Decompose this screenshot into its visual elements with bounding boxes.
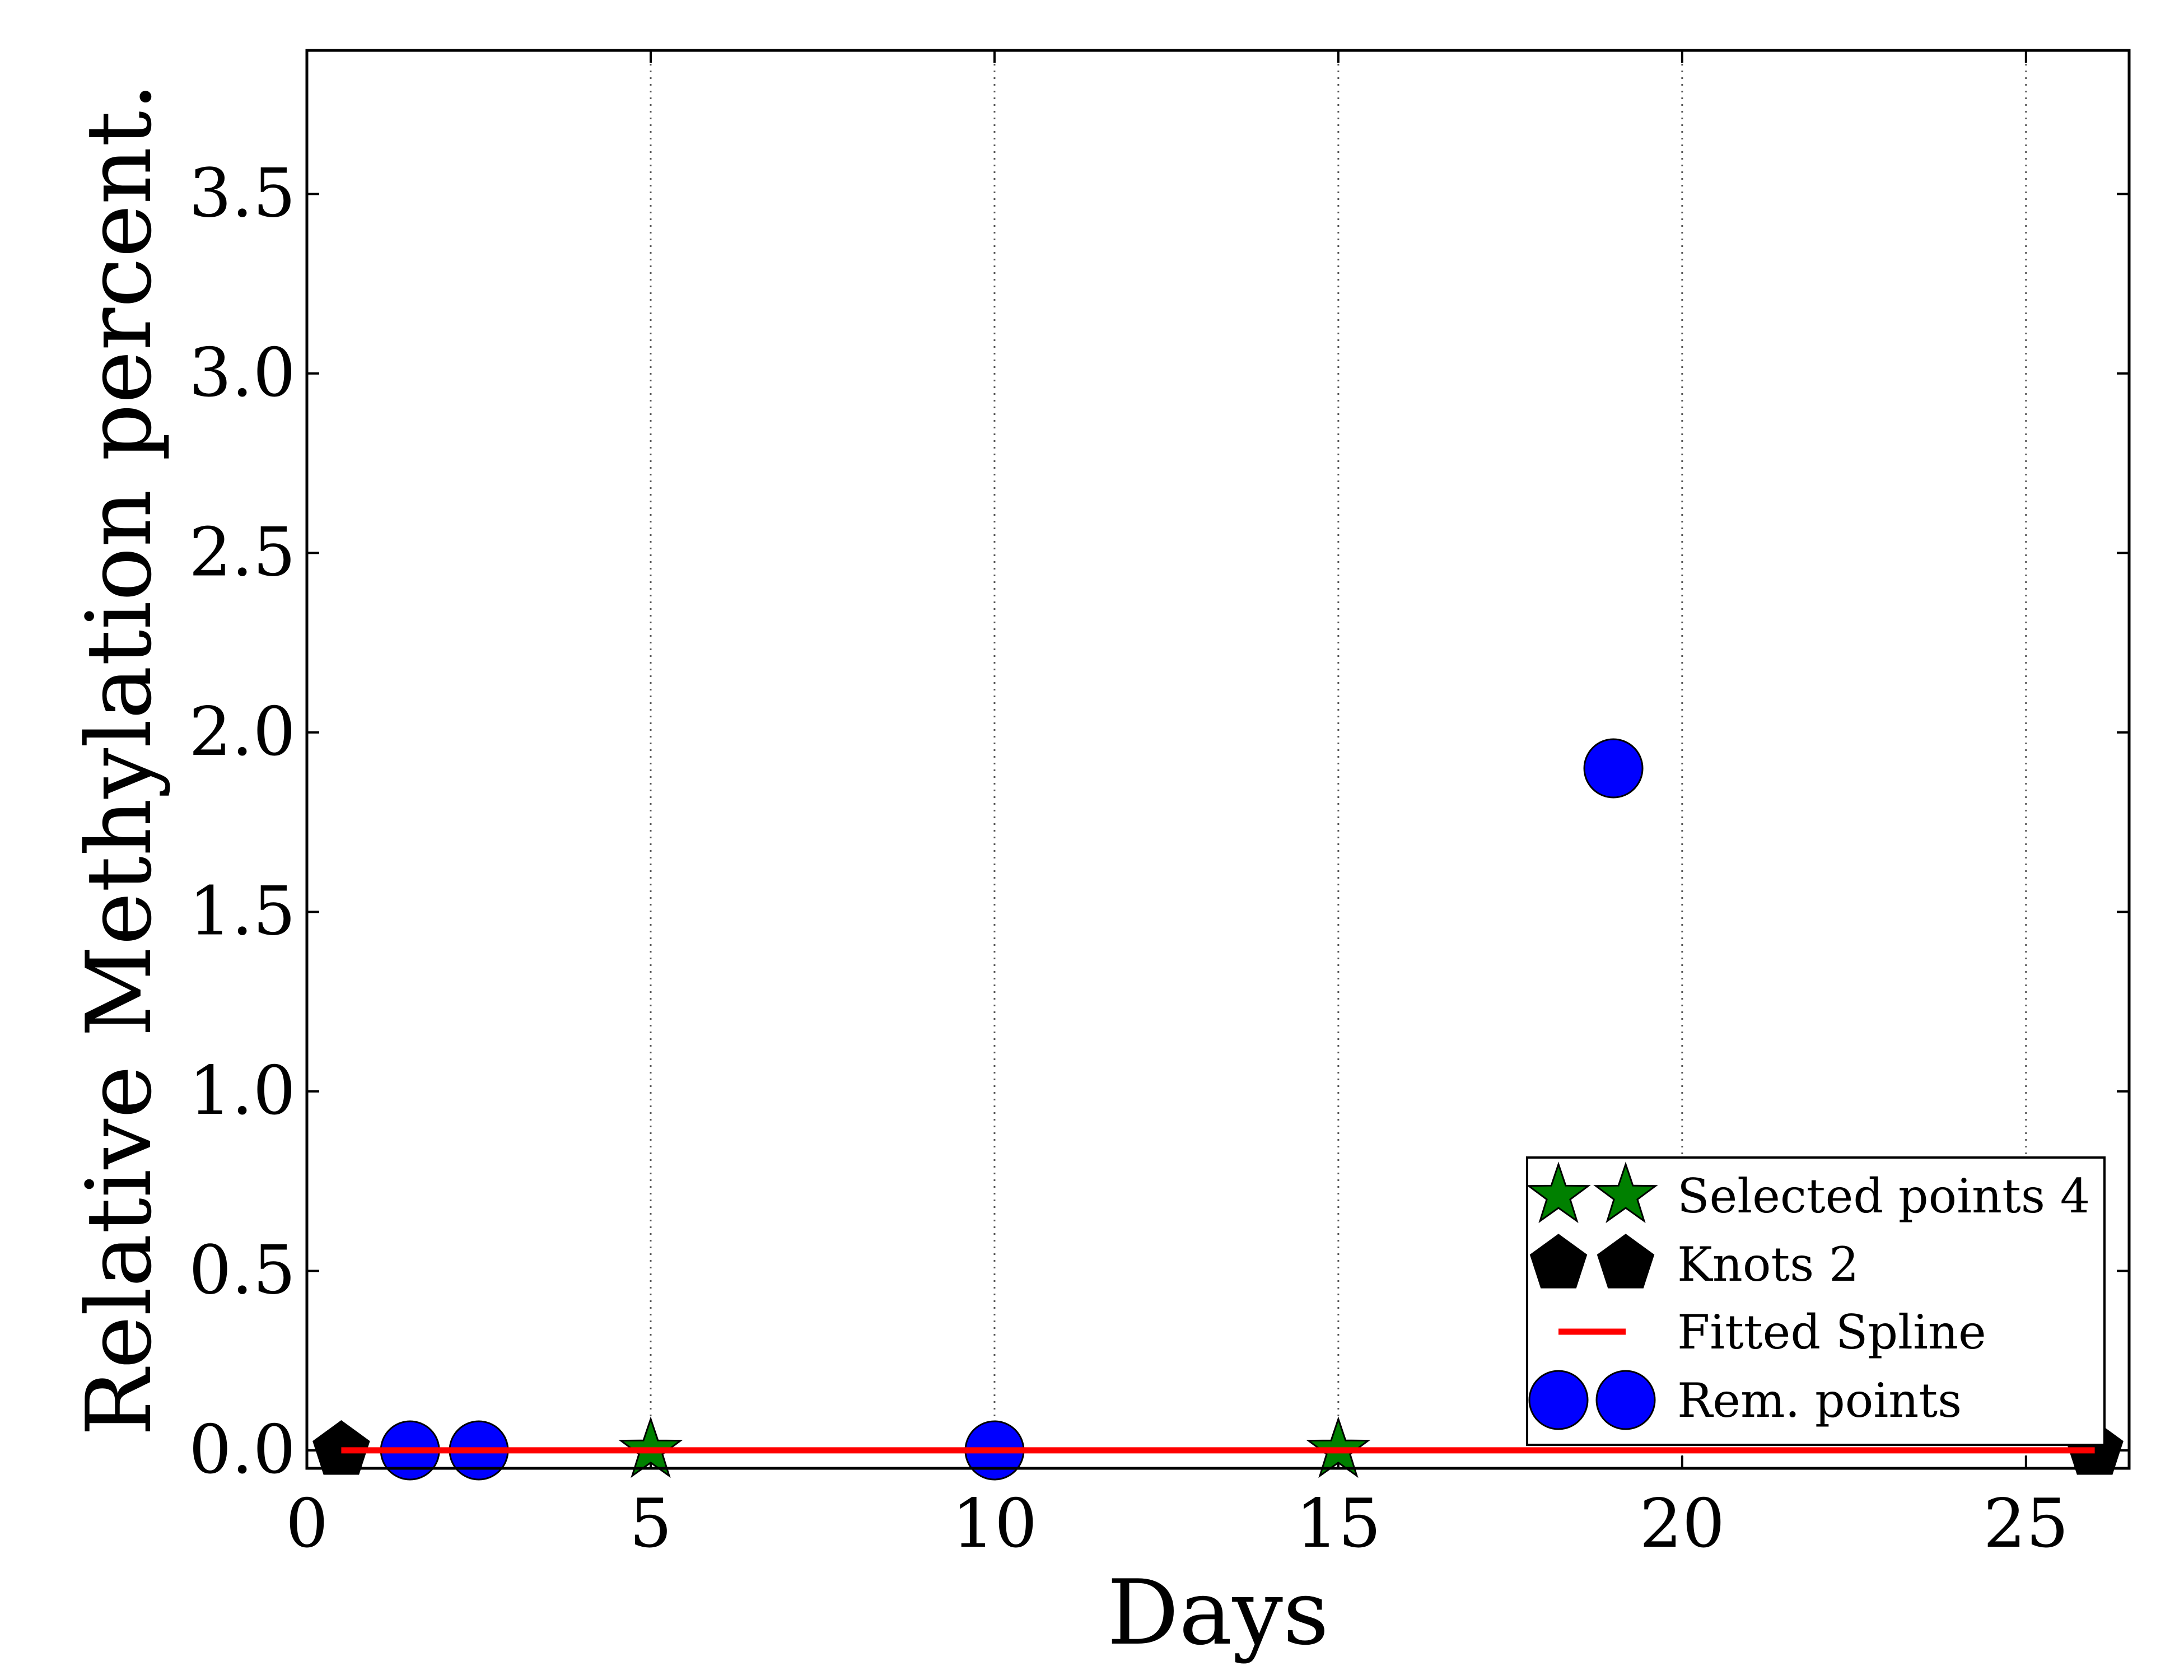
legend-label: Rem. points — [1677, 1373, 1962, 1428]
legend-marker — [1593, 1161, 1658, 1224]
legend-marker — [1528, 1370, 1589, 1430]
tick-layer — [306, 50, 2129, 1468]
y-tick-label: 0.0 — [189, 1411, 296, 1489]
legend-marker — [1597, 1234, 1655, 1289]
rem-point-marker — [1583, 738, 1644, 799]
x-tick-label: 25 — [1983, 1485, 2069, 1563]
y-axis-title: Relative Methylation percent. — [67, 82, 171, 1436]
x-tick-label: 10 — [952, 1485, 1038, 1563]
legend-marker — [1526, 1161, 1591, 1224]
label-layer: 0 5 10 15 20 25 0.0 0.5 1.0 1.5 2.0 2.5 3.0 3.5 — [189, 155, 2069, 1563]
legend-label: Fitted Spline — [1677, 1305, 1986, 1360]
legend: Selected points 4 Knots 2 Fitted Spline Rem… — [1526, 1156, 2106, 1446]
x-tick-label: 0 — [286, 1485, 328, 1563]
x-tick-label: 20 — [1639, 1485, 1725, 1563]
grid-layer — [650, 50, 2027, 1468]
y-tick-label: 3.0 — [189, 334, 296, 412]
legend-marker — [1595, 1370, 1656, 1430]
y-tick-label: 2.0 — [189, 693, 296, 771]
legend-label: Knots 2 — [1677, 1237, 1859, 1292]
legend-marker — [1529, 1234, 1588, 1289]
x-axis-title: Days — [1107, 1560, 1329, 1665]
y-tick-label: 1.5 — [189, 872, 296, 950]
y-tick-label: 0.5 — [189, 1231, 296, 1309]
y-tick-label: 1.0 — [189, 1052, 296, 1130]
y-tick-label: 3.5 — [189, 155, 296, 232]
x-tick-label: 15 — [1296, 1485, 1382, 1563]
legend-label: Selected points 4 — [1677, 1169, 2090, 1224]
x-tick-label: 5 — [629, 1485, 672, 1563]
plot-frame — [305, 49, 2131, 1470]
y-tick-label: 2.5 — [189, 514, 296, 591]
